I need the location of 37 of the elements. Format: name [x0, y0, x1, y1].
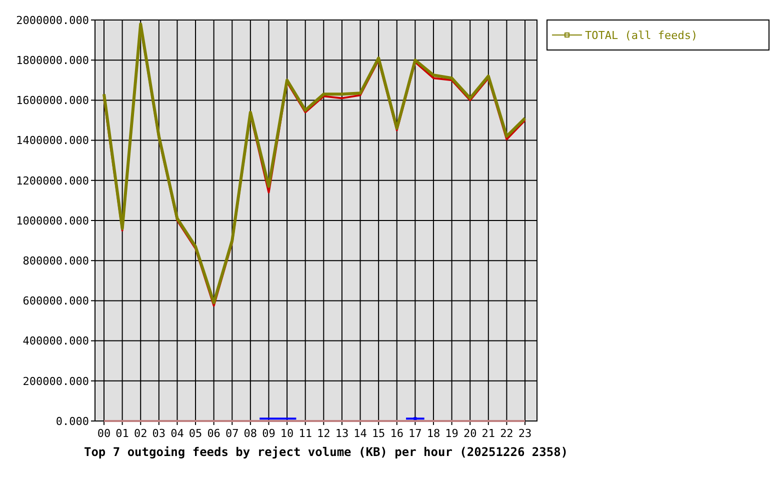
x-tick-label: 19: [445, 427, 458, 440]
x-tick-label: 06: [207, 427, 220, 440]
x-tick-label: 22: [500, 427, 514, 440]
x-tick-label: 08: [244, 427, 258, 440]
y-tick-label: 1200000.000: [16, 174, 89, 188]
text: Top 7 outgoing feeds by reject volume (KB) per hour (20251226 2358): [84, 445, 568, 459]
x-tick-label: 18: [426, 427, 440, 440]
legend-label: TOTAL (all feeds): [585, 28, 698, 42]
x-tick-label: 03: [152, 427, 166, 440]
x-tick-label: 20: [463, 427, 477, 440]
x-tick-label: 12: [317, 427, 330, 440]
y-tick-label: 0.000: [56, 414, 89, 428]
x-tick-label: 23: [518, 427, 532, 440]
y-tick-label: 600000.000: [22, 294, 89, 308]
y-tick-label: 2000000.000: [16, 14, 89, 27]
x-tick-label: 16: [390, 427, 404, 440]
x-tick-label: 07: [226, 427, 239, 440]
y-tick-label: 800000.000: [22, 254, 89, 268]
x-tick-label: 13: [335, 427, 349, 440]
x-tick-label: 00: [97, 427, 111, 440]
x-tick-label: 17: [408, 427, 422, 440]
x-tick-label: 11: [298, 427, 312, 440]
y-tick-label: 1400000.000: [16, 134, 89, 148]
y-tick-label: 400000.000: [22, 334, 89, 348]
x-tick-label: 09: [262, 427, 276, 440]
y-tick-label: 200000.000: [22, 374, 89, 388]
x-tick-label: 04: [170, 427, 184, 440]
x-tick-label: 14: [354, 427, 368, 440]
x-tick-label: 21: [482, 427, 496, 440]
y-tick-label: 1000000.000: [16, 214, 89, 228]
x-tick-label: 10: [280, 427, 294, 440]
x-tick-label: 01: [116, 427, 129, 440]
x-tick-label: 05: [188, 427, 202, 440]
x-tick-label: 15: [372, 427, 386, 440]
y-tick-label: 1800000.000: [16, 54, 89, 67]
x-tick-label: 02: [134, 427, 148, 440]
y-tick-label: 1600000.000: [16, 94, 89, 108]
